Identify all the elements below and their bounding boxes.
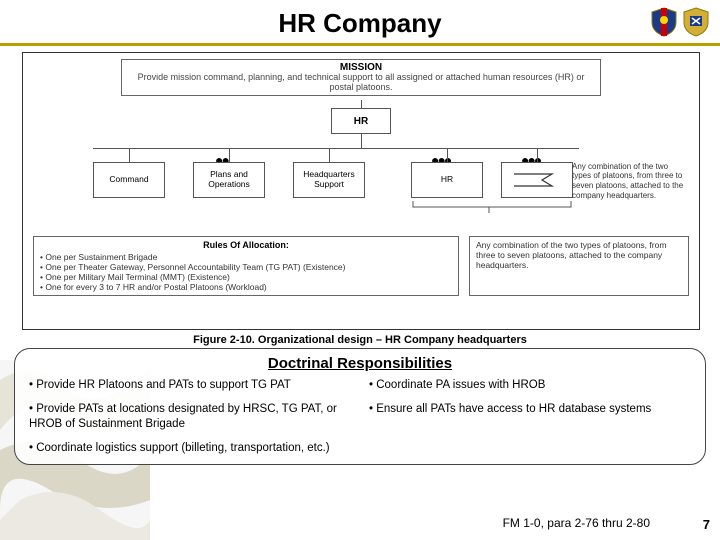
gold-divider (0, 43, 720, 46)
org-chart-area: HR Command ●● Plans and Operations Headq… (23, 100, 699, 230)
connector-line (537, 148, 538, 162)
page-title: HR Company (0, 8, 720, 39)
hr-top-node: HR (331, 108, 391, 134)
unit-postal-platoon (501, 162, 573, 198)
unit-plans-ops: Plans and Operations (193, 162, 265, 198)
resp-item: • Coordinate logistics support (billetin… (29, 441, 351, 455)
resp-item: • Ensure all PATs have access to HR data… (369, 402, 691, 431)
reference-citation: FM 1-0, para 2-76 thru 2-80 (503, 516, 650, 530)
rules-title: Rules Of Allocation: (40, 240, 452, 250)
crest-left-icon (650, 6, 678, 38)
crest-right-icon (682, 6, 710, 38)
resp-item: • Coordinate PA issues with HROB (369, 378, 691, 392)
mission-text: Provide mission command, planning, and t… (126, 73, 596, 93)
rule-item: • One per Military Mail Terminal (MMT) (… (40, 272, 452, 282)
rule-item: • One for every 3 to 7 HR and/or Postal … (40, 282, 452, 292)
connector-line (361, 100, 362, 108)
grouping-bracket (411, 200, 573, 212)
pennant-icon (512, 170, 562, 190)
connector-line (93, 148, 579, 149)
rule-item: • One per Theater Gateway, Personnel Acc… (40, 262, 452, 272)
responsibilities-panel: Doctrinal Responsibilities • Provide HR … (14, 348, 706, 465)
crest-group (650, 6, 710, 38)
combination-box: Any combination of the two types of plat… (469, 236, 689, 296)
unit-hq-support: Headquarters Support (293, 162, 365, 198)
unit-command: Command (93, 162, 165, 198)
connector-line (361, 134, 362, 148)
resp-item: • Provide PATs at locations designated b… (29, 402, 351, 431)
responsibilities-title: Doctrinal Responsibilities (29, 355, 691, 372)
rules-row: Rules Of Allocation: • One per Sustainme… (33, 236, 689, 296)
connector-line (447, 148, 448, 162)
org-diagram: MISSION Provide mission command, plannin… (22, 52, 700, 330)
resp-item (369, 441, 691, 455)
figure-caption: Figure 2-10. Organizational design – HR … (0, 334, 720, 346)
resp-item: • Provide HR Platoons and PATs to suppor… (29, 378, 351, 392)
rules-allocation-box: Rules Of Allocation: • One per Sustainme… (33, 236, 459, 296)
header: HR Company (0, 0, 720, 43)
page-number: 7 (703, 517, 710, 532)
unit-hr-platoon: HR (411, 162, 483, 198)
rule-item: • One per Sustainment Brigade (40, 252, 452, 262)
responsibilities-grid: • Provide HR Platoons and PATs to suppor… (29, 378, 691, 456)
combination-note: Any combination of the two types of plat… (572, 162, 687, 200)
connector-line (329, 148, 330, 162)
connector-line (129, 148, 130, 162)
mission-box: MISSION Provide mission command, plannin… (121, 59, 601, 96)
connector-line (229, 148, 230, 162)
